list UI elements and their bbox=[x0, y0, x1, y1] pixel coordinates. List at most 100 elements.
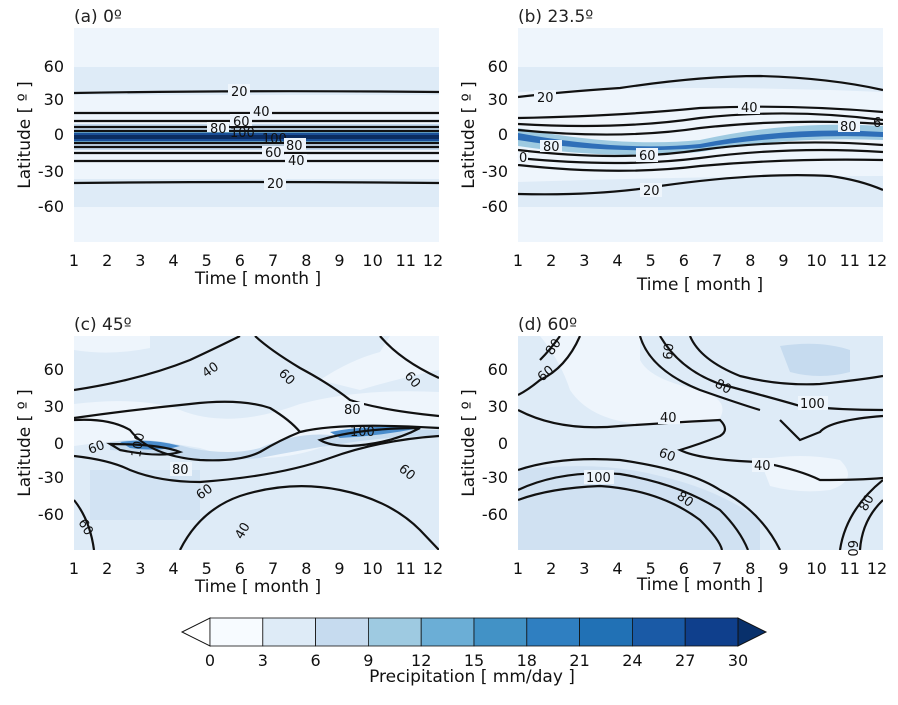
x-tick: 7 bbox=[268, 559, 278, 578]
panel-a-yticks: 60 30 0 -30 -60 bbox=[38, 57, 64, 216]
contour-label: 80 bbox=[344, 403, 361, 418]
x-tick: 9 bbox=[778, 559, 788, 578]
colorbar-tick: 12 bbox=[411, 651, 431, 670]
x-tick: 12 bbox=[867, 559, 887, 578]
y-tick: 60 bbox=[488, 360, 508, 379]
x-tick: 3 bbox=[135, 559, 145, 578]
y-tick: 0 bbox=[54, 125, 64, 144]
x-tick: 6 bbox=[235, 559, 245, 578]
colorbar-tick: 18 bbox=[517, 651, 537, 670]
panel-b-fill bbox=[518, 28, 883, 242]
x-tick: 6 bbox=[679, 559, 689, 578]
x-tick: 6 bbox=[679, 251, 689, 270]
contour-label: 100 bbox=[262, 132, 287, 147]
x-tick: 11 bbox=[396, 559, 416, 578]
x-tick: 11 bbox=[396, 251, 416, 270]
panel-b-title: (b) 23.5º bbox=[518, 7, 593, 27]
x-tick: 3 bbox=[135, 251, 145, 270]
panel-a-xlabel: Time [ month ] bbox=[194, 269, 321, 289]
contour-label: 40 bbox=[660, 411, 677, 426]
panel-c-ylabel: Latitude [ º ] bbox=[15, 389, 35, 496]
x-tick: 4 bbox=[168, 559, 178, 578]
contour-label: 80 bbox=[840, 120, 857, 135]
x-tick: 5 bbox=[202, 559, 212, 578]
contour-label: 60 bbox=[661, 343, 677, 361]
colorbar-extend-max bbox=[737, 617, 768, 647]
x-tick: 8 bbox=[301, 251, 311, 270]
colorbar-cell bbox=[632, 617, 686, 647]
x-tick: 1 bbox=[513, 251, 523, 270]
panel-b-yticks: 60 30 0 -30 -60 bbox=[482, 57, 508, 216]
contour-label: 40 bbox=[741, 101, 758, 116]
contour-label: 80 bbox=[543, 140, 560, 155]
panel-d-title: (d) 60º bbox=[518, 315, 577, 335]
contour-label: 100 bbox=[129, 432, 148, 459]
panel-b-contours bbox=[518, 74, 883, 196]
panel-c-xlabel: Time [ month ] bbox=[194, 577, 321, 597]
y-tick: 30 bbox=[44, 90, 64, 109]
contour-label: 40 bbox=[288, 154, 305, 169]
panel-d-xlabel: Time [ month ] bbox=[636, 575, 763, 595]
contour-label: 0 bbox=[519, 151, 527, 166]
contour-label: 20 bbox=[231, 85, 248, 100]
x-tick: 8 bbox=[745, 559, 755, 578]
panel-d-contours bbox=[518, 336, 883, 550]
x-tick: 2 bbox=[546, 559, 556, 578]
contour-label: 80 bbox=[712, 376, 734, 397]
panel-a: 20 40 60 80 100 100 80 60 40 20 (a) 0º 6… bbox=[15, 7, 443, 289]
x-tick: 12 bbox=[423, 559, 443, 578]
colorbar-cell bbox=[315, 617, 369, 647]
x-tick: 2 bbox=[102, 559, 112, 578]
panel-d-yticks: 60 30 0 -30 -60 bbox=[482, 360, 508, 524]
panel-c-xticks: 1 2 3 4 5 6 7 8 9 10 11 12 bbox=[69, 559, 443, 578]
x-tick: 4 bbox=[612, 251, 622, 270]
x-tick: 10 bbox=[806, 251, 826, 270]
x-tick: 2 bbox=[546, 251, 556, 270]
x-tick: 4 bbox=[612, 559, 622, 578]
colorbar-cell bbox=[579, 617, 633, 647]
panel-d-xticks: 1 2 3 4 5 6 7 8 9 10 11 12 bbox=[513, 559, 887, 578]
y-tick: -30 bbox=[38, 162, 64, 181]
colorbar: 0 3 6 9 12 15 18 21 24 27 30 Precipitation [ mm/da… bbox=[180, 617, 768, 687]
contour-label: 20 bbox=[643, 184, 660, 199]
panel-b-xlabel: Time [ month ] bbox=[636, 275, 763, 295]
contour-label: 100 bbox=[350, 425, 375, 440]
x-tick: 3 bbox=[579, 251, 589, 270]
x-tick: 10 bbox=[806, 559, 826, 578]
panel-a-ylabel: Latitude [ º ] bbox=[15, 81, 35, 188]
colorbar-extend-min bbox=[180, 617, 211, 647]
contour-label: 80 bbox=[856, 492, 877, 514]
y-tick: -60 bbox=[482, 197, 508, 216]
contour-label: 80 bbox=[210, 122, 227, 137]
y-tick: 30 bbox=[488, 397, 508, 416]
contour-label: 100 bbox=[800, 397, 825, 412]
y-tick: -30 bbox=[482, 468, 508, 487]
y-tick: 0 bbox=[498, 434, 508, 453]
colorbar-ticks: 0 3 6 9 12 15 18 21 24 27 30 bbox=[205, 651, 748, 670]
y-tick: 60 bbox=[44, 360, 64, 379]
contour-label: 60 bbox=[233, 115, 250, 130]
colorbar-label: Precipitation [ mm/day ] bbox=[369, 667, 575, 687]
panel-a-contour-labels: 20 40 60 80 100 100 80 60 40 20 bbox=[207, 84, 307, 192]
contour-label: 20 bbox=[537, 91, 554, 106]
x-tick: 5 bbox=[646, 559, 656, 578]
colorbar-cell bbox=[473, 617, 528, 647]
x-tick: 10 bbox=[362, 559, 382, 578]
contour-label: 40 bbox=[253, 105, 270, 120]
panel-a-fill bbox=[74, 28, 439, 242]
y-tick: 60 bbox=[488, 57, 508, 76]
panel-d-ylabel: Latitude [ º ] bbox=[459, 389, 479, 496]
x-tick: 5 bbox=[646, 251, 656, 270]
y-tick: -30 bbox=[482, 162, 508, 181]
x-tick: 7 bbox=[268, 251, 278, 270]
y-tick: 30 bbox=[488, 90, 508, 109]
contour-label: 40 bbox=[754, 459, 771, 474]
contour-label: 80 bbox=[286, 139, 303, 154]
contour-label: 6 bbox=[873, 116, 881, 131]
y-tick: -60 bbox=[38, 197, 64, 216]
panel-c-contour-labels: 40 60 60 80 100 60 100 80 60 60 40 60 bbox=[75, 359, 424, 542]
contour-label: 60 bbox=[75, 517, 96, 539]
x-tick: 11 bbox=[840, 559, 860, 578]
y-tick: 0 bbox=[498, 125, 508, 144]
panel-a-xticks: 1 2 3 4 5 6 7 8 9 10 11 12 bbox=[69, 251, 443, 270]
